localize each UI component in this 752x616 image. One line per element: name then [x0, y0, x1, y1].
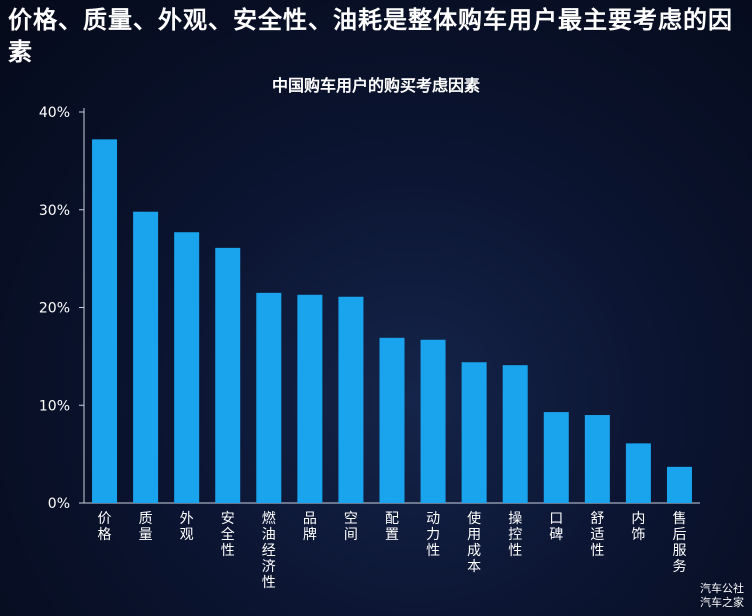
x-tick-label: 售后服务: [672, 511, 686, 575]
x-tick-label: 舒适性: [590, 511, 604, 559]
bar: [502, 365, 528, 503]
bar: [174, 232, 200, 504]
x-tick-label: 空间: [344, 511, 358, 543]
x-tick-label: 操控性: [508, 511, 522, 559]
bar: [543, 412, 569, 503]
bar: [461, 362, 487, 503]
bar: [92, 139, 118, 503]
y-tick-label: 0%: [48, 496, 70, 512]
bar: [215, 247, 241, 503]
watermark: 汽车公社 汽车之家: [700, 582, 744, 610]
bar: [338, 296, 364, 503]
x-tick-label: 价格: [98, 511, 112, 543]
bar: [666, 466, 692, 503]
y-tick-label: 10%: [39, 398, 70, 414]
bar: [379, 337, 405, 503]
x-tick-label: 口碑: [549, 511, 563, 543]
x-tick-label: 燃油经济性: [262, 510, 276, 591]
y-tick-label: 40%: [39, 105, 70, 121]
x-tick-label: 安全性: [221, 511, 235, 559]
x-tick-label: 使用成本: [467, 510, 481, 575]
bar: [584, 415, 610, 503]
y-tick-label: 20%: [39, 301, 70, 317]
bar: [420, 339, 446, 503]
bar: [297, 294, 323, 503]
x-tick-label: 品牌: [303, 511, 317, 543]
x-tick-label: 内饰: [631, 511, 645, 543]
watermark-line-2: 汽车之家: [700, 596, 744, 609]
x-tick-label: 质量: [139, 511, 153, 543]
x-tick-label: 动力性: [426, 511, 440, 559]
y-tick-label: 30%: [39, 203, 70, 219]
x-tick-label: 配置: [385, 511, 399, 543]
bar: [256, 292, 282, 503]
chart-title: 中国购车用户的购买考虑因素: [271, 76, 480, 95]
page-headline: 价格、质量、外观、安全性、油耗是整体购车用户最主要考虑的因素: [8, 6, 733, 66]
watermark-line-1: 汽车公社: [700, 582, 744, 595]
x-tick-label: 外观: [180, 511, 194, 543]
bar: [625, 443, 651, 503]
bar: [133, 211, 159, 503]
